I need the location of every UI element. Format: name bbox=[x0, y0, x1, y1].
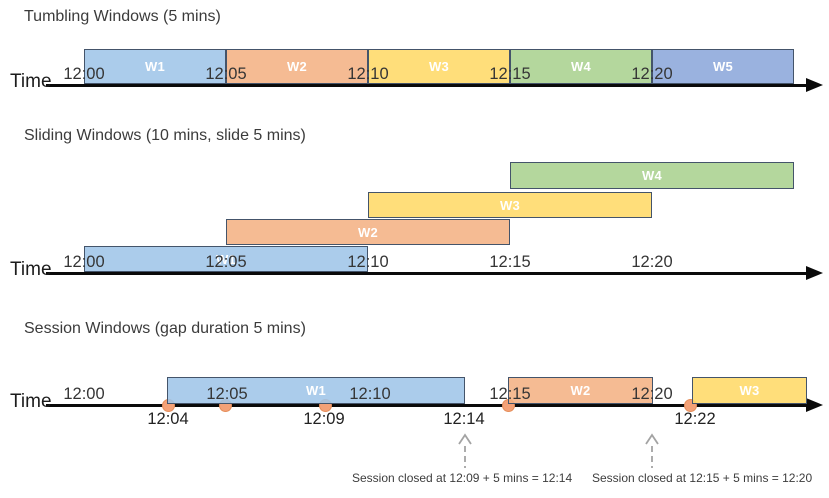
session-window-w3: W3 bbox=[692, 377, 807, 404]
session-close-arrow-1214-icon bbox=[456, 431, 474, 474]
tumbling-window-w2-label: W2 bbox=[286, 59, 308, 74]
sliding-window-w4-label: W4 bbox=[641, 168, 663, 183]
event-label-1204: 12:04 bbox=[147, 410, 189, 428]
tumbling-tick-1200: 12:00 bbox=[63, 65, 105, 83]
tumbling-tick-1205: 12:05 bbox=[205, 65, 247, 83]
session-close-arrow-1220-icon bbox=[643, 431, 661, 474]
tumbling-window-w5: W5 bbox=[652, 49, 794, 84]
sliding-tick-1215: 12:15 bbox=[489, 253, 531, 271]
tumbling-window-w1-label: W1 bbox=[144, 59, 166, 74]
session-tick-1205: 12:05 bbox=[206, 385, 248, 403]
tumbling-window-w4-label: W4 bbox=[570, 59, 592, 74]
sliding-window-w1: W1 bbox=[84, 246, 368, 272]
event-label-1222: 12:22 bbox=[674, 410, 716, 428]
event-label-1209: 12:09 bbox=[303, 410, 345, 428]
event-label-1214: 12:14 bbox=[443, 410, 485, 428]
session-window-w2: W2 bbox=[508, 377, 653, 404]
sliding-window-w3-label: W3 bbox=[499, 197, 521, 213]
session-window-w1-label: W1 bbox=[305, 383, 327, 398]
tumbling-tick-1210: 12:10 bbox=[347, 65, 389, 83]
tumbling-window-w2: W2 bbox=[226, 49, 368, 84]
sliding-tick-1220: 12:20 bbox=[631, 253, 673, 271]
sliding-time-axis-label: Time bbox=[10, 259, 52, 280]
tumbling-timeline-arrow-icon bbox=[806, 78, 823, 92]
tumbling-window-w5-label: W5 bbox=[712, 59, 734, 74]
tumbling-tick-1215: 12:15 bbox=[489, 65, 531, 83]
tumbling-tick-1220: 12:20 bbox=[631, 65, 673, 83]
tumbling-time-axis-label: Time bbox=[10, 71, 52, 92]
session-window-w2-label: W2 bbox=[570, 383, 591, 398]
session-tick-1200: 12:00 bbox=[63, 385, 105, 403]
sliding-window-w2-label: W2 bbox=[357, 224, 379, 240]
sliding-timeline bbox=[46, 272, 808, 275]
session-close-annotation-2: Session closed at 12:15 + 5 mins = 12:20 bbox=[592, 471, 813, 485]
sliding-window-w1-label: W1 bbox=[215, 251, 237, 267]
tumbling-section-title: Tumbling Windows (5 mins) bbox=[24, 8, 221, 25]
session-close-annotation-1: Session closed at 12:09 + 5 mins = 12:14 bbox=[352, 471, 573, 485]
tumbling-timeline bbox=[46, 84, 808, 87]
sliding-tick-1205: 12:05 bbox=[205, 253, 247, 271]
session-section-title: Session Windows (gap duration 5 mins) bbox=[24, 320, 306, 337]
tumbling-window-w3-label: W3 bbox=[428, 59, 450, 74]
session-timeline-arrow-icon bbox=[806, 398, 823, 412]
tumbling-window-w4: W4 bbox=[510, 49, 652, 84]
sliding-window-w4: W4 bbox=[510, 162, 794, 189]
session-tick-1215: 12:15 bbox=[489, 385, 531, 403]
sliding-timeline-arrow-icon bbox=[806, 266, 823, 280]
session-window-w1: W1 bbox=[167, 377, 465, 404]
sliding-tick-1200: 12:00 bbox=[63, 253, 105, 271]
sliding-tick-1210: 12:10 bbox=[347, 253, 389, 271]
sliding-window-w2: W2 bbox=[226, 219, 510, 245]
sliding-window-w3: W3 bbox=[368, 192, 652, 218]
tumbling-window-w3: W3 bbox=[368, 49, 510, 84]
session-tick-1210: 12:10 bbox=[349, 385, 391, 403]
sliding-section-title: Sliding Windows (10 mins, slide 5 mins) bbox=[24, 127, 306, 144]
session-time-axis-label: Time bbox=[10, 391, 52, 412]
session-tick-1220: 12:20 bbox=[631, 385, 673, 403]
tumbling-window-w1: W1 bbox=[84, 49, 226, 84]
session-timeline bbox=[46, 404, 808, 407]
session-window-w3-label: W3 bbox=[739, 383, 760, 398]
